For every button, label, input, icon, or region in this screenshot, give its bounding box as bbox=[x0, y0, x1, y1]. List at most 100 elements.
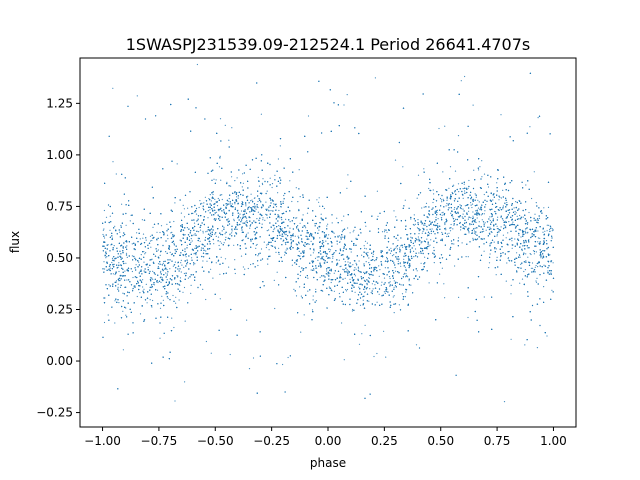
data-point bbox=[266, 244, 268, 246]
data-point bbox=[450, 223, 452, 226]
data-point bbox=[368, 262, 370, 264]
data-point bbox=[349, 232, 351, 234]
data-point bbox=[131, 270, 133, 273]
data-point bbox=[132, 287, 134, 289]
data-point bbox=[105, 257, 107, 259]
data-point bbox=[323, 241, 325, 243]
data-point bbox=[275, 251, 277, 253]
data-point bbox=[145, 283, 147, 285]
data-point bbox=[535, 202, 537, 204]
data-point bbox=[166, 274, 168, 276]
data-point bbox=[461, 242, 463, 244]
data-point bbox=[449, 166, 452, 168]
data-point bbox=[414, 223, 416, 225]
data-point bbox=[341, 220, 343, 222]
data-point bbox=[544, 230, 546, 232]
data-point bbox=[393, 295, 395, 297]
data-point bbox=[260, 113, 262, 115]
data-point bbox=[429, 189, 431, 191]
data-point bbox=[358, 283, 361, 285]
data-point bbox=[407, 261, 409, 263]
data-point bbox=[220, 256, 222, 258]
data-point bbox=[156, 289, 159, 291]
data-point bbox=[367, 251, 369, 254]
data-point bbox=[106, 256, 108, 258]
data-point bbox=[274, 307, 276, 310]
data-point bbox=[398, 304, 400, 306]
data-point bbox=[289, 227, 291, 229]
data-point bbox=[186, 244, 188, 246]
data-point bbox=[213, 178, 215, 180]
data-point bbox=[476, 217, 478, 219]
data-point bbox=[363, 279, 365, 281]
data-point bbox=[364, 240, 367, 242]
data-point bbox=[409, 248, 411, 251]
data-point bbox=[364, 247, 366, 249]
data-point bbox=[457, 237, 460, 239]
data-point bbox=[546, 224, 548, 226]
data-point bbox=[194, 263, 196, 265]
data-point bbox=[369, 288, 371, 290]
data-point bbox=[413, 214, 415, 216]
data-point bbox=[186, 227, 188, 229]
data-point bbox=[358, 260, 360, 262]
data-point bbox=[496, 234, 498, 236]
data-point bbox=[267, 263, 269, 265]
data-point bbox=[393, 312, 395, 314]
data-point bbox=[521, 278, 524, 280]
data-point bbox=[308, 243, 310, 245]
data-point bbox=[267, 208, 269, 210]
data-point bbox=[495, 211, 497, 213]
data-point bbox=[233, 220, 235, 222]
data-point bbox=[395, 216, 397, 218]
data-point bbox=[370, 291, 372, 294]
data-point bbox=[257, 264, 259, 267]
data-point bbox=[160, 225, 163, 227]
data-point bbox=[332, 257, 334, 259]
data-point bbox=[468, 179, 470, 182]
data-point bbox=[526, 227, 529, 229]
data-point bbox=[147, 266, 149, 268]
data-point bbox=[340, 265, 342, 267]
data-point bbox=[551, 228, 554, 230]
data-point bbox=[433, 193, 435, 195]
data-point bbox=[417, 219, 419, 221]
data-point bbox=[125, 307, 127, 309]
data-point bbox=[217, 236, 220, 238]
data-point bbox=[542, 228, 544, 230]
data-point bbox=[445, 229, 447, 231]
data-point bbox=[423, 224, 425, 226]
data-point bbox=[180, 271, 182, 273]
data-point bbox=[274, 227, 276, 229]
data-point bbox=[216, 205, 219, 207]
data-point bbox=[273, 203, 275, 205]
data-point bbox=[160, 270, 162, 272]
data-point bbox=[247, 195, 249, 197]
data-point bbox=[219, 118, 222, 120]
data-point bbox=[310, 254, 312, 256]
data-point bbox=[183, 272, 185, 275]
data-point bbox=[492, 218, 494, 220]
data-point bbox=[104, 297, 106, 299]
data-point bbox=[362, 296, 364, 298]
data-point bbox=[276, 271, 278, 273]
data-point bbox=[323, 236, 326, 238]
data-point bbox=[403, 258, 405, 260]
data-point bbox=[231, 203, 233, 205]
data-point bbox=[176, 275, 178, 277]
data-point bbox=[219, 155, 221, 157]
data-point bbox=[414, 241, 416, 243]
data-point bbox=[527, 231, 529, 233]
data-point bbox=[473, 169, 475, 171]
data-point bbox=[416, 227, 419, 229]
data-point bbox=[515, 212, 517, 214]
data-point bbox=[476, 210, 479, 212]
data-point bbox=[215, 262, 217, 264]
data-point bbox=[420, 262, 422, 264]
data-point bbox=[288, 230, 290, 232]
data-point bbox=[347, 261, 349, 263]
data-point bbox=[346, 94, 348, 96]
data-point bbox=[511, 240, 513, 242]
data-point bbox=[125, 262, 127, 264]
data-point bbox=[383, 277, 386, 279]
